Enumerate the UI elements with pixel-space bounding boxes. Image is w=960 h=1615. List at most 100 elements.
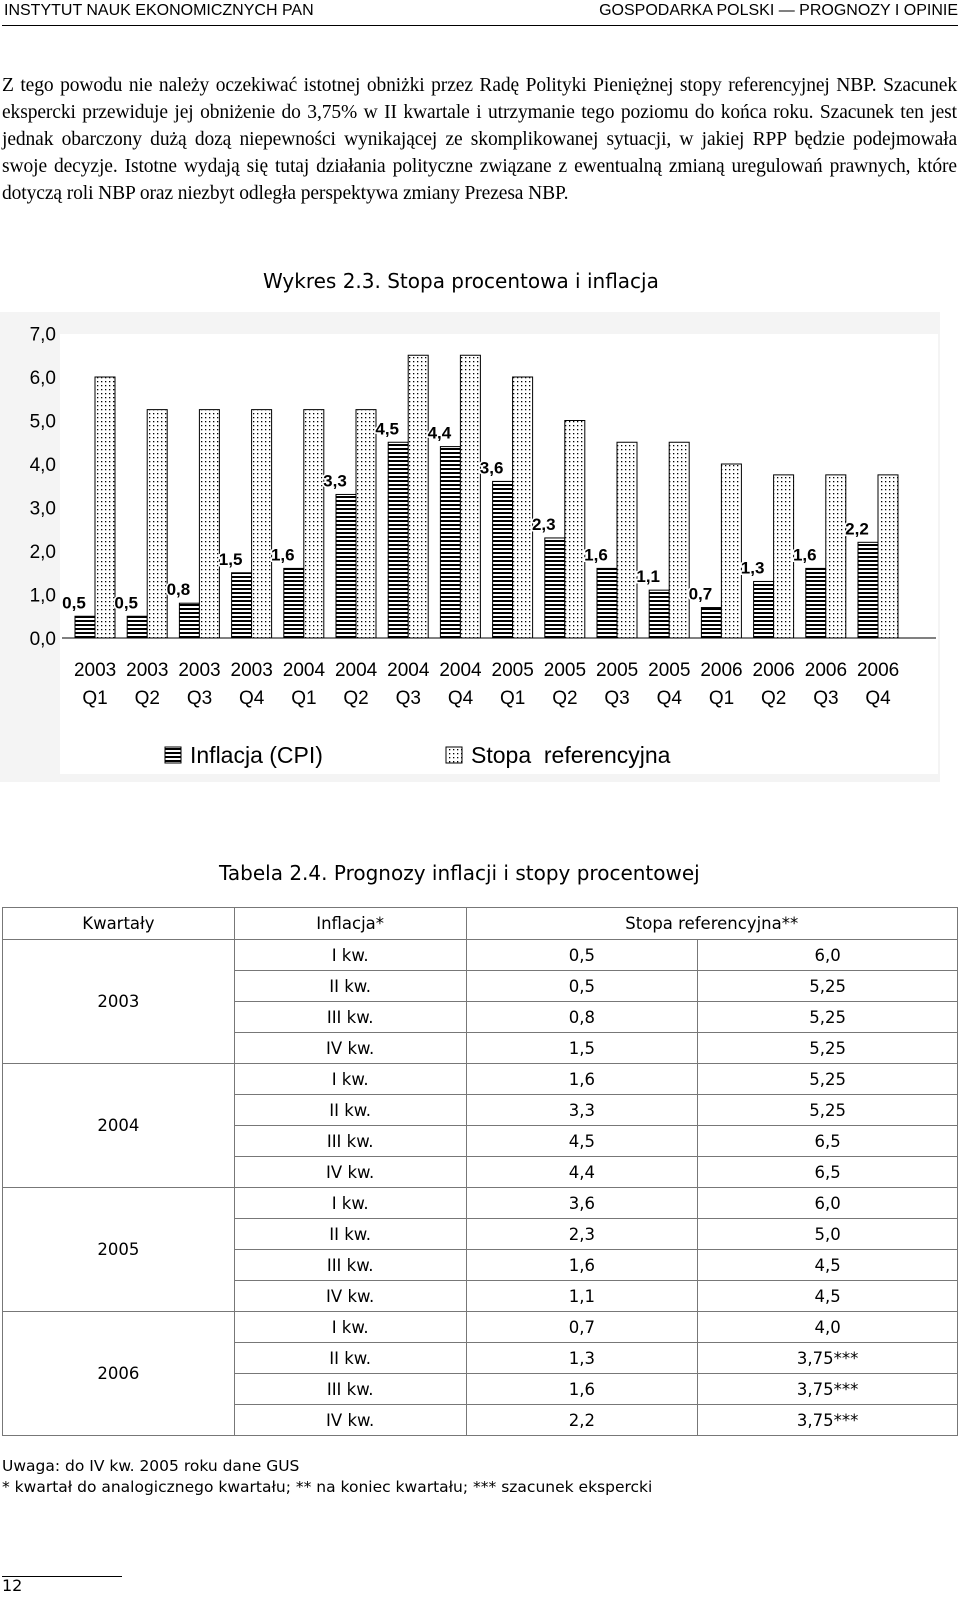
quarter-cell: III kw.	[233, 1125, 467, 1157]
x-tick-quarter: Q3	[604, 688, 629, 709]
x-tick-year: 2004	[335, 660, 378, 681]
inflation-cell: 1,1	[465, 1280, 699, 1312]
inflation-bar	[805, 567, 827, 639]
inflation-data-label: 1,1	[636, 567, 660, 586]
quarter-cell: I kw.	[233, 1311, 467, 1343]
inflation-cell: 2,3	[465, 1218, 699, 1250]
reference-rate-bar	[825, 474, 847, 639]
rate-cell: 5,25	[697, 1094, 958, 1126]
bar-chart: 0,0 1,0 2,0 3,0 4,0 5,0 6,0 7,0 2003 Q1 0,5 2003 Q2 0…	[0, 312, 940, 782]
inflation-bar	[283, 567, 305, 639]
x-tick-year: 2006	[753, 660, 795, 681]
rate-cell: 5,25	[697, 1001, 958, 1033]
x-tick-year: 2003	[231, 660, 273, 681]
header-left: INSTYTUT NAUK EKONOMICZNYCH PAN	[4, 2, 314, 19]
table-row: IV kw. 4,4 6,5	[3, 1156, 958, 1188]
x-tick-year: 2006	[805, 660, 847, 681]
y-tick-label: 1,0	[30, 586, 56, 607]
reference-rate-bar	[877, 474, 899, 639]
quarter-cell: II kw.	[233, 1342, 467, 1374]
table-row: 2004 I kw. 1,6 5,25	[2, 1063, 958, 1188]
reference-rate-bar	[512, 376, 534, 639]
inflation-data-label: 0,5	[62, 593, 86, 612]
x-tick-quarter: Q3	[396, 688, 421, 709]
header-right: GOSPODARKA POLSKI — PROGNOZY I OPINIE	[599, 2, 958, 19]
quarter-cell: III kw.	[233, 1001, 467, 1033]
inflation-bar	[178, 602, 200, 639]
inflation-bar	[700, 607, 722, 639]
rate-cell: 5,25	[697, 1063, 958, 1095]
inflation-cell: 4,5	[465, 1125, 699, 1157]
table-row: III kw. 1,6 3,75***	[3, 1373, 958, 1405]
inflation-cell: 1,3	[465, 1342, 699, 1374]
rate-cell: 5,0	[697, 1218, 958, 1250]
year-cell: 2006	[2, 1311, 235, 1436]
footer-rule	[2, 1576, 122, 1577]
inflation-data-label: 2,3	[532, 515, 556, 534]
year-cell: 2005	[2, 1187, 235, 1312]
quarter-cell: IV kw.	[233, 1032, 467, 1064]
inflation-cell: 1,5	[465, 1032, 699, 1064]
x-tick-year: 2006	[857, 660, 899, 681]
x-tick-quarter: Q2	[343, 688, 368, 709]
reference-rate-bar	[720, 463, 742, 639]
inflation-bar	[544, 537, 566, 639]
reference-rate-bar	[407, 354, 429, 639]
rate-cell: 6,5	[697, 1156, 958, 1188]
legend-reference-label: Stopa referencyjna	[471, 742, 671, 768]
reference-rate-bar	[251, 409, 273, 639]
note-source: Uwaga: do IV kw. 2005 roku dane GUS	[2, 1457, 300, 1475]
rate-cell: 4,5	[697, 1249, 958, 1281]
y-tick-label: 7,0	[30, 325, 56, 346]
header-rule	[2, 25, 958, 26]
rate-cell: 6,0	[697, 939, 958, 971]
inflation-bar	[857, 541, 879, 639]
x-tick-year: 2003	[178, 660, 220, 681]
note-footnotes: * kwartał do analogicznego kwartału; ** …	[2, 1478, 653, 1496]
inflation-cell: 1,6	[465, 1063, 699, 1095]
reference-rate-bar	[94, 376, 116, 639]
x-tick-year: 2003	[74, 660, 116, 681]
reference-rate-bar	[198, 409, 220, 639]
quarter-cell: I kw.	[233, 1187, 467, 1219]
inflation-bar	[648, 589, 670, 639]
inflation-data-label: 1,6	[271, 545, 295, 564]
table-row: IV kw. 1,5 5,25	[3, 1032, 958, 1064]
year-cell: 2004	[2, 1063, 235, 1188]
reference-rate-bar	[564, 420, 586, 639]
x-tick-year: 2004	[283, 660, 326, 681]
x-tick-quarter: Q1	[500, 688, 525, 709]
inflation-cell: 0,5	[465, 970, 699, 1002]
y-tick-label: 0,0	[30, 629, 56, 650]
inflation-data-label: 0,7	[689, 585, 713, 604]
x-tick-quarter: Q2	[761, 688, 786, 709]
x-tick-quarter: Q2	[135, 688, 160, 709]
legend-inflation-swatch	[164, 746, 182, 764]
x-tick-quarter: Q1	[709, 688, 734, 709]
inflation-data-label: 4,5	[375, 419, 399, 438]
inflation-data-label: 1,5	[219, 550, 243, 569]
page-number: 12	[2, 1576, 23, 1595]
quarter-cell: I kw.	[233, 1063, 467, 1095]
inflation-bar	[126, 615, 148, 639]
inflation-cell: 1,6	[465, 1249, 699, 1281]
x-tick-year: 2005	[544, 660, 586, 681]
running-header: INSTYTUT NAUK EKONOMICZNYCH PAN GOSPODAR…	[0, 0, 960, 24]
inflation-data-label: 4,4	[428, 424, 452, 443]
inflation-data-label: 0,5	[114, 593, 138, 612]
inflation-data-label: 0,8	[167, 580, 191, 599]
rate-cell: 5,25	[697, 1032, 958, 1064]
x-tick-quarter: Q4	[865, 688, 891, 709]
rate-cell: 6,5	[697, 1125, 958, 1157]
header-quarters: Kwartały	[2, 907, 235, 940]
inflation-bar	[596, 567, 618, 639]
x-tick-year: 2005	[492, 660, 534, 681]
rate-cell: 5,25	[697, 970, 958, 1002]
quarter-cell: II kw.	[233, 1218, 467, 1250]
rate-cell: 6,0	[697, 1187, 958, 1219]
x-tick-year: 2004	[439, 660, 482, 681]
reference-rate-bar	[303, 409, 325, 639]
reference-rate-bar	[146, 409, 168, 639]
table-header-row: Kwartały Inflacja* Stopa referencyjna**	[2, 907, 959, 940]
legend-reference-swatch	[445, 746, 463, 764]
